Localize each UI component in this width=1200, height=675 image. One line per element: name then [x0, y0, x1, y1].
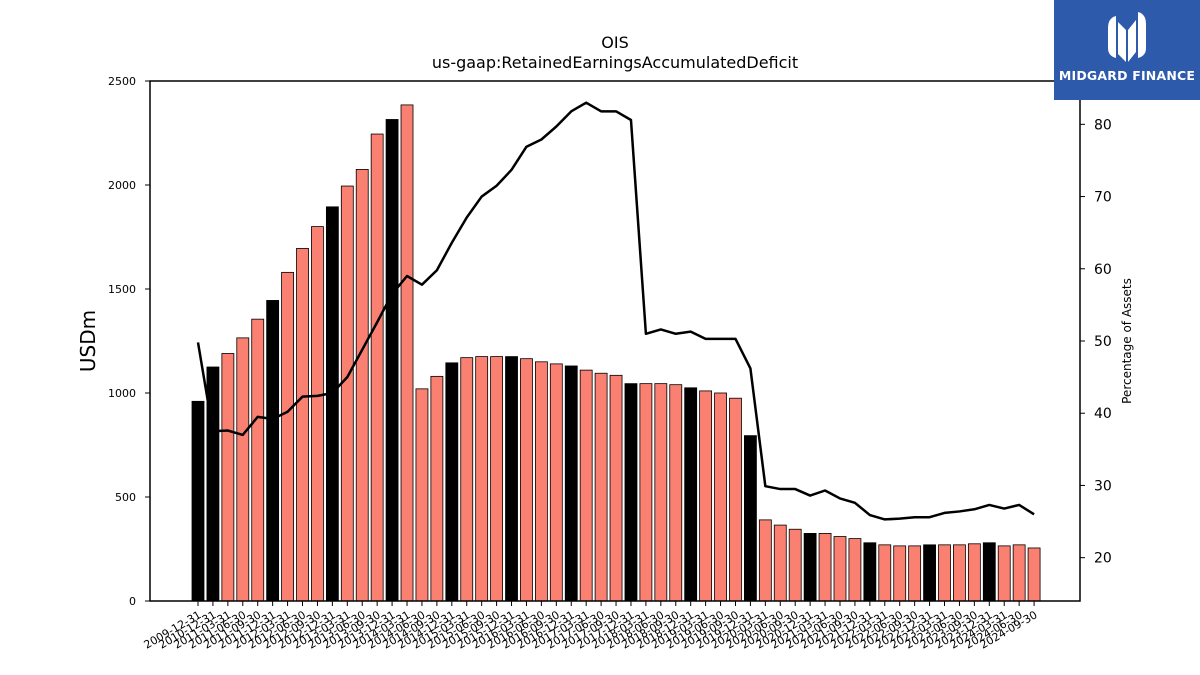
y2-axis-label: Percentage of Assets	[1120, 278, 1134, 404]
bar-2023-03-31	[938, 544, 951, 602]
bar-2013-06-30	[355, 168, 369, 602]
bar-2011-09-30	[251, 318, 265, 602]
bar-2021-06-30	[833, 536, 847, 602]
y2tick-label: 70	[1094, 190, 1112, 206]
bar-2021-12-31	[863, 542, 877, 602]
bar-2019-12-31	[744, 435, 757, 602]
bar-2013-12-31	[385, 119, 399, 602]
bar-2016-12-31	[564, 365, 578, 602]
bar-2015-12-31	[505, 356, 518, 602]
ytick-label: 1500	[108, 283, 136, 296]
y2tick-label: 60	[1094, 262, 1112, 278]
bar-2018-12-31	[684, 387, 698, 602]
bar-2022-03-31	[878, 544, 892, 602]
bar-2016-03-31	[520, 358, 533, 602]
bar-2011-06-30	[236, 337, 250, 602]
line-group	[196, 101, 1035, 521]
bar-2015-09-30	[490, 356, 504, 602]
ytick-label: 500	[115, 491, 136, 504]
bar-2014-03-31	[400, 104, 414, 602]
bar-2022-09-30	[908, 545, 922, 602]
logo-text: MIDGARD FINANCE	[1058, 68, 1196, 83]
bar-2021-03-31	[818, 533, 832, 602]
bar-2020-06-30	[773, 524, 787, 602]
bar-2013-03-31	[340, 185, 354, 602]
bar-2022-06-30	[893, 545, 907, 602]
bar-2017-12-31	[624, 383, 638, 602]
ytick-label: 2000	[108, 179, 136, 192]
ytick-label: 1000	[108, 387, 136, 400]
bar-2014-09-30	[430, 375, 444, 602]
bar-2018-06-30	[654, 383, 668, 602]
bar-2023-06-30	[953, 544, 966, 602]
ytick-label: 2500	[108, 75, 136, 88]
bar-2023-12-31	[982, 542, 996, 602]
x-axis: 2009-12-312010-12-312011-03-312011-06-30…	[142, 601, 1040, 652]
bar-2009-12-31	[191, 400, 205, 602]
bar-2019-09-30	[729, 397, 742, 602]
midgard-logo-icon	[1108, 12, 1146, 62]
bars-group	[191, 104, 1041, 602]
bar-2019-03-31	[699, 390, 713, 602]
bar-2024-03-31	[997, 545, 1011, 602]
bar-2018-09-30	[669, 384, 683, 602]
bar-2015-06-30	[475, 356, 489, 602]
bar-2018-03-31	[639, 383, 653, 602]
bar-2023-09-30	[967, 543, 981, 602]
chart-title: OIS	[601, 33, 628, 52]
left-axis: 0 500 1000 1500 2000 2500	[108, 75, 150, 608]
y2tick-label: 20	[1094, 551, 1112, 567]
bar-2016-06-30	[534, 361, 548, 602]
bar-2016-09-30	[549, 363, 563, 602]
bar-2017-09-30	[609, 374, 623, 602]
y2tick-label: 50	[1094, 334, 1112, 350]
right-axis: 20 30 40 50 60 70 80	[1080, 117, 1112, 567]
bar-2012-12-31	[325, 206, 339, 602]
bar-2014-12-31	[445, 362, 459, 602]
y2tick-label: 30	[1094, 478, 1112, 494]
bar-2011-12-31	[266, 300, 280, 602]
bar-2024-09-30	[1027, 547, 1041, 602]
chart-subtitle: us-gaap:RetainedEarningsAccumulatedDefic…	[432, 53, 798, 72]
bar-2019-06-30	[714, 392, 727, 602]
percentage-line	[196, 101, 1035, 521]
bar-2022-12-31	[923, 544, 936, 602]
y-axis-label: USDm	[76, 310, 100, 372]
bar-2021-09-30	[848, 538, 862, 602]
y2tick-label: 80	[1094, 117, 1112, 133]
brand-logo: MIDGARD FINANCE	[1054, 0, 1200, 100]
bar-2020-09-30	[788, 528, 802, 602]
bar-2024-06-30	[1012, 544, 1026, 602]
bar-2013-09-30	[370, 133, 384, 602]
ytick-label: 0	[129, 595, 136, 608]
bar-2011-03-31	[221, 353, 235, 602]
bar-2012-09-30	[311, 226, 324, 602]
bar-2015-03-31	[460, 357, 474, 602]
y2tick-label: 40	[1094, 406, 1112, 422]
bar-2020-12-31	[803, 533, 817, 602]
bar-2020-03-31	[758, 519, 772, 602]
bar-2014-06-30	[415, 388, 429, 602]
bar-2012-03-31	[281, 271, 294, 602]
bar-2012-06-30	[296, 248, 309, 602]
bar-2017-06-30	[594, 372, 608, 602]
bar-2017-03-31	[579, 369, 593, 602]
